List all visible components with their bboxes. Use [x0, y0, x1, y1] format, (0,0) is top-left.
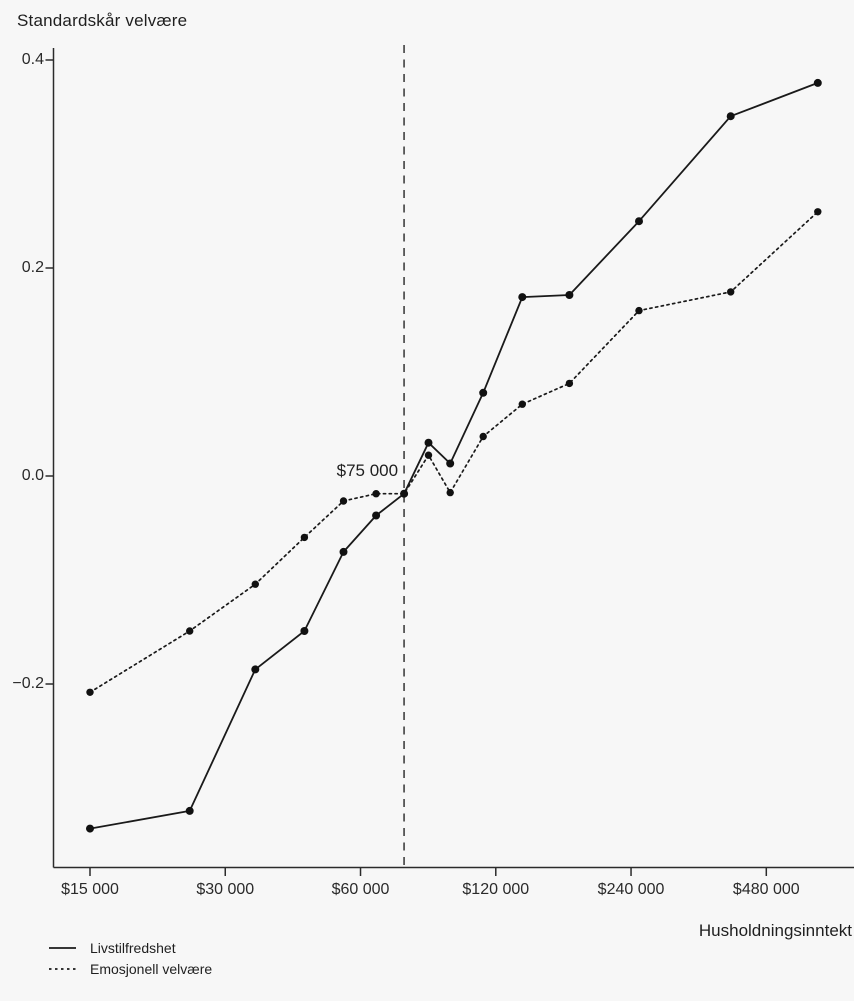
data-point [518, 400, 526, 408]
data-point [479, 388, 488, 397]
data-point [186, 627, 194, 635]
legend: Livstilfredshet Emosjonell velvære [48, 937, 212, 979]
chart-title: Standardskår velvære [17, 11, 188, 30]
legend-label: Emosjonell velvære [90, 960, 213, 977]
series-line-dotted [89, 210, 819, 694]
data-point [300, 533, 309, 542]
data-point [372, 511, 381, 520]
data-point [479, 432, 487, 441]
dotted-line-icon [49, 967, 76, 970]
y-tick-label: 0.4 [21, 50, 44, 68]
data-point [372, 490, 380, 498]
y-tick-label: −0.2 [12, 674, 44, 692]
data-point [339, 497, 348, 505]
data-point [635, 306, 643, 315]
solid-line-icon [49, 946, 76, 949]
data-point [339, 547, 348, 556]
data-point [251, 665, 260, 674]
x-tick-label: $30 000 [196, 881, 255, 898]
x-tick-label: $480 000 [732, 881, 800, 898]
x-tick-label: $15 000 [61, 881, 119, 898]
x-tick-label: $240 000 [597, 881, 665, 898]
x-tick-label: $60 000 [331, 881, 390, 898]
data-point [300, 627, 309, 635]
data-point [424, 451, 433, 459]
reference-income-annotation: $75 000 [336, 461, 399, 480]
data-point [400, 490, 408, 498]
x-axis-title: Husholdningsinntekt [698, 921, 852, 940]
data-point [814, 208, 822, 216]
legend-label: Livstilfredshet [90, 939, 176, 956]
data-point [86, 824, 94, 833]
data-point [446, 488, 454, 497]
series-line-solid [89, 82, 819, 830]
y-tick-label: 0.0 [21, 466, 44, 484]
data-point [635, 217, 643, 226]
data-point [446, 459, 455, 468]
data-point [86, 688, 94, 696]
data-point [565, 291, 574, 299]
legend-item-livstilfredshet: Livstilfredshet [48, 937, 212, 958]
data-point [251, 580, 259, 588]
y-tick-label: 0.2 [21, 258, 44, 276]
data-point [726, 112, 735, 121]
data-point [813, 78, 822, 87]
data-point [424, 438, 433, 447]
legend-item-emosjonell-velvaere: Emosjonell velvære [48, 958, 212, 979]
data-point [518, 293, 527, 302]
x-tick-label: $120 000 [462, 881, 530, 898]
data-point [565, 379, 574, 388]
data-point [727, 288, 735, 296]
data-point [185, 806, 194, 815]
